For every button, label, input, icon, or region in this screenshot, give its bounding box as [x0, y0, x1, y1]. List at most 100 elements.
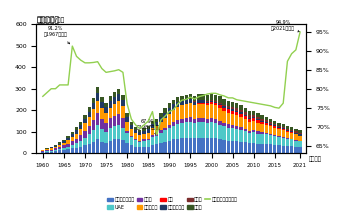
Bar — [142, 134, 146, 140]
Bar — [83, 124, 87, 131]
Bar — [214, 123, 217, 138]
Bar — [273, 128, 276, 135]
Bar — [168, 114, 171, 125]
Bar — [298, 135, 302, 136]
Bar — [71, 148, 74, 153]
Bar — [260, 115, 264, 119]
Bar — [298, 133, 302, 134]
Bar — [235, 141, 238, 153]
Bar — [235, 126, 238, 129]
Bar — [185, 122, 188, 138]
Bar — [54, 151, 57, 153]
Bar — [269, 124, 272, 125]
Bar — [227, 106, 230, 108]
Bar — [277, 145, 281, 153]
Bar — [62, 140, 66, 141]
Text: 94.9%
（2021年度）: 94.9% （2021年度） — [271, 20, 299, 32]
Bar — [231, 141, 234, 153]
Bar — [130, 136, 133, 137]
Bar — [256, 119, 259, 120]
Bar — [62, 145, 66, 148]
Bar — [239, 117, 243, 127]
Bar — [159, 133, 162, 143]
Bar — [252, 117, 255, 118]
Bar — [96, 87, 99, 93]
Bar — [239, 114, 243, 117]
Bar — [227, 101, 230, 106]
Bar — [282, 138, 285, 146]
Bar — [75, 134, 78, 139]
Bar — [134, 147, 137, 153]
Bar — [256, 117, 259, 119]
Bar — [96, 125, 99, 140]
Bar — [298, 134, 302, 135]
Bar — [117, 94, 120, 101]
Bar — [159, 113, 162, 117]
Bar — [248, 133, 251, 143]
Bar — [121, 95, 125, 100]
Bar — [193, 101, 196, 102]
Bar — [83, 145, 87, 153]
Bar — [164, 108, 167, 113]
Bar — [151, 124, 154, 128]
Bar — [164, 118, 167, 128]
Bar — [227, 108, 230, 109]
Bar — [54, 148, 57, 150]
Bar — [62, 150, 66, 153]
Bar — [159, 143, 162, 153]
Bar — [197, 122, 200, 138]
Bar — [109, 118, 112, 128]
Bar — [109, 108, 112, 118]
Bar — [269, 119, 272, 122]
Bar — [273, 126, 276, 128]
Bar — [92, 130, 95, 142]
Bar — [100, 119, 104, 129]
Bar — [244, 142, 247, 153]
Bar — [109, 128, 112, 141]
Bar — [113, 140, 116, 153]
Bar — [282, 129, 285, 130]
Bar — [290, 127, 293, 130]
Bar — [176, 120, 179, 124]
Bar — [223, 126, 226, 140]
Bar — [172, 122, 175, 126]
Text: （万バレル/日）: （万バレル/日） — [37, 17, 65, 23]
Bar — [147, 147, 150, 153]
Bar — [252, 111, 255, 115]
Bar — [201, 118, 205, 122]
Bar — [151, 128, 154, 135]
Bar — [185, 95, 188, 99]
Bar — [286, 146, 289, 153]
Bar — [248, 119, 251, 122]
Bar — [155, 135, 158, 144]
Bar — [45, 149, 49, 150]
Bar — [71, 137, 74, 141]
Bar — [113, 92, 116, 97]
Bar — [117, 101, 120, 114]
Bar — [260, 134, 264, 144]
Bar — [269, 134, 272, 135]
Bar — [206, 105, 209, 119]
Bar — [88, 144, 91, 153]
Bar — [45, 148, 49, 149]
Bar — [286, 132, 289, 138]
Bar — [155, 144, 158, 153]
Bar — [67, 136, 70, 138]
Bar — [96, 93, 99, 101]
Bar — [244, 119, 247, 129]
Bar — [62, 141, 66, 143]
Bar — [142, 147, 146, 153]
Bar — [58, 147, 61, 149]
Bar — [286, 126, 289, 129]
Bar — [96, 140, 99, 153]
Bar — [109, 96, 112, 101]
Bar — [113, 116, 116, 126]
Bar — [50, 148, 53, 150]
Bar — [159, 130, 162, 133]
Bar — [88, 134, 91, 144]
Bar — [92, 109, 95, 120]
Bar — [252, 118, 255, 121]
Bar — [223, 99, 226, 105]
Text: 67.9%
（1987年度）: 67.9% （1987年度） — [136, 119, 160, 135]
Bar — [79, 122, 82, 125]
